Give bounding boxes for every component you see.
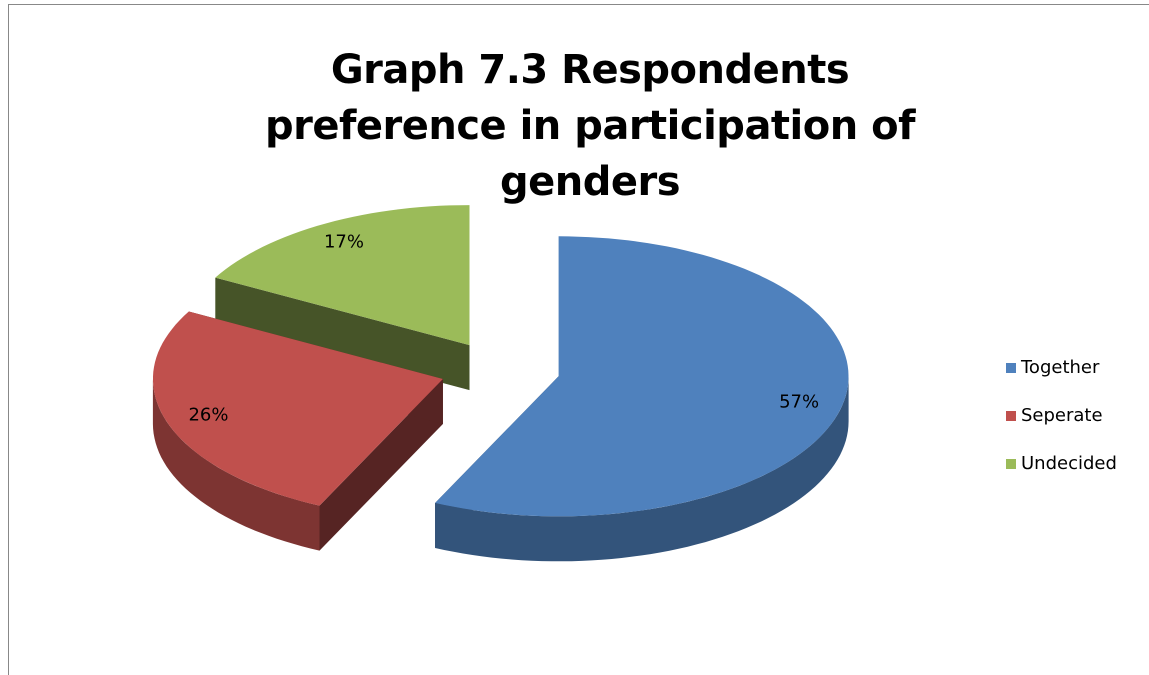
slice-wall — [152, 379, 320, 551]
slice — [215, 205, 470, 346]
chart-frame — [8, 4, 1149, 675]
data-label: 17% — [324, 232, 364, 253]
slice — [153, 311, 443, 506]
legend-label: Seperate — [1021, 405, 1103, 426]
slice — [435, 236, 849, 517]
data-label: 57% — [779, 391, 819, 412]
data-label: 26% — [188, 405, 228, 426]
legend-swatch — [1006, 363, 1016, 373]
legend-label: Undecided — [1021, 453, 1117, 474]
slice-side — [319, 379, 443, 551]
slice-wall — [435, 376, 849, 562]
legend-swatch — [1006, 459, 1016, 469]
legend-label: Together — [1020, 357, 1100, 378]
legend-swatch — [1006, 411, 1016, 421]
chart-title: Graph 7.3 Respondents preference in part… — [264, 47, 916, 205]
slice-side — [215, 277, 470, 391]
